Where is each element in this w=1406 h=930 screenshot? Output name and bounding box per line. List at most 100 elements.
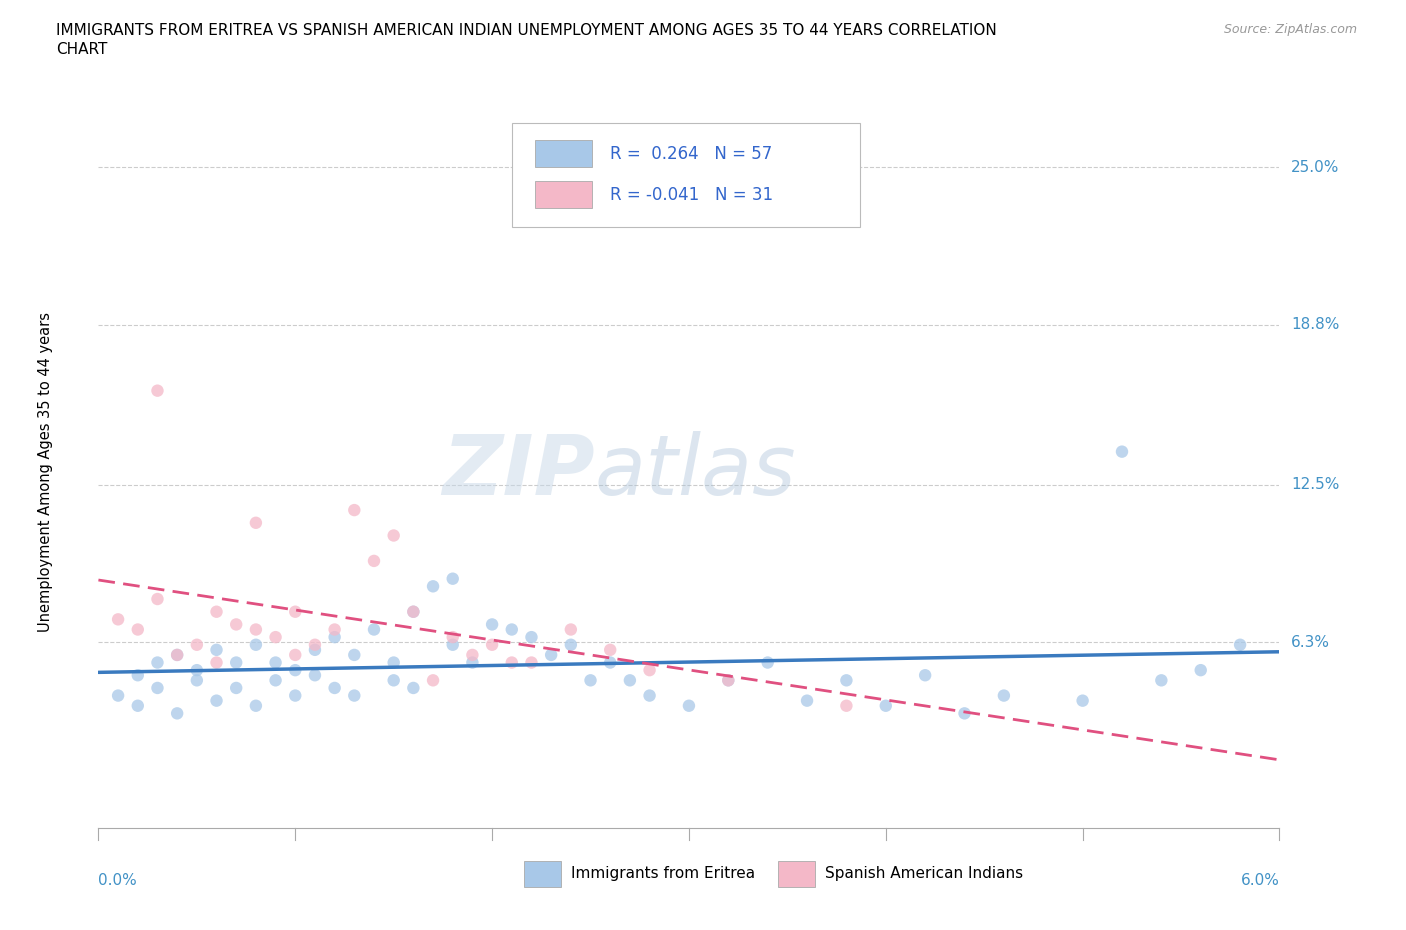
- Point: [166, 706, 188, 721]
- Point: [875, 698, 897, 713]
- Point: [363, 553, 385, 568]
- Point: [264, 655, 287, 670]
- Text: IMMIGRANTS FROM ERITREA VS SPANISH AMERICAN INDIAN UNEMPLOYMENT AMONG AGES 35 TO: IMMIGRANTS FROM ERITREA VS SPANISH AMERI…: [56, 23, 997, 38]
- Point: [441, 637, 464, 652]
- Point: [343, 502, 366, 517]
- Text: Immigrants from Eritrea: Immigrants from Eritrea: [571, 867, 755, 882]
- Point: [993, 688, 1015, 703]
- Point: [402, 604, 425, 619]
- Point: [146, 383, 169, 398]
- Point: [756, 655, 779, 670]
- Text: Unemployment Among Ages 35 to 44 years: Unemployment Among Ages 35 to 44 years: [38, 312, 53, 632]
- Point: [225, 681, 247, 696]
- Point: [127, 698, 149, 713]
- Text: Spanish American Indians: Spanish American Indians: [825, 867, 1024, 882]
- Text: 25.0%: 25.0%: [1291, 160, 1340, 175]
- Point: [560, 637, 582, 652]
- Point: [402, 604, 425, 619]
- Point: [501, 622, 523, 637]
- Point: [481, 637, 503, 652]
- Point: [1071, 693, 1094, 708]
- Point: [205, 655, 228, 670]
- Point: [146, 681, 169, 696]
- Point: [284, 647, 307, 662]
- Point: [382, 673, 405, 688]
- Point: [560, 622, 582, 637]
- Point: [540, 647, 562, 662]
- Point: [323, 630, 346, 644]
- Point: [205, 693, 228, 708]
- Point: [146, 655, 169, 670]
- Point: [205, 604, 228, 619]
- Point: [638, 663, 661, 678]
- Point: [245, 637, 267, 652]
- Text: atlas: atlas: [595, 432, 796, 512]
- Point: [323, 681, 346, 696]
- Point: [127, 622, 149, 637]
- Point: [1229, 637, 1251, 652]
- Point: [422, 673, 444, 688]
- Point: [382, 528, 405, 543]
- Point: [1111, 445, 1133, 459]
- Point: [796, 693, 818, 708]
- Point: [166, 647, 188, 662]
- Point: [225, 655, 247, 670]
- Point: [284, 663, 307, 678]
- Point: [343, 688, 366, 703]
- Point: [264, 673, 287, 688]
- FancyBboxPatch shape: [536, 181, 592, 208]
- Point: [304, 643, 326, 658]
- Text: 0.0%: 0.0%: [98, 873, 138, 888]
- Point: [422, 578, 444, 593]
- Text: 18.8%: 18.8%: [1291, 317, 1340, 332]
- Point: [599, 655, 621, 670]
- Point: [127, 668, 149, 683]
- Point: [107, 688, 129, 703]
- FancyBboxPatch shape: [778, 861, 815, 886]
- FancyBboxPatch shape: [523, 861, 561, 886]
- Point: [343, 647, 366, 662]
- Point: [304, 668, 326, 683]
- Point: [461, 655, 484, 670]
- Point: [304, 637, 326, 652]
- Point: [323, 622, 346, 637]
- Text: 6.3%: 6.3%: [1291, 634, 1330, 650]
- Point: [717, 673, 740, 688]
- Text: 6.0%: 6.0%: [1240, 873, 1279, 888]
- Point: [284, 604, 307, 619]
- Text: R = -0.041   N = 31: R = -0.041 N = 31: [610, 185, 773, 204]
- Point: [914, 668, 936, 683]
- Point: [382, 655, 405, 670]
- Point: [402, 681, 425, 696]
- Point: [1189, 663, 1212, 678]
- Point: [835, 673, 858, 688]
- Point: [835, 698, 858, 713]
- Point: [284, 688, 307, 703]
- Point: [245, 515, 267, 530]
- Point: [264, 630, 287, 644]
- Point: [638, 688, 661, 703]
- Point: [166, 647, 188, 662]
- Text: R =  0.264   N = 57: R = 0.264 N = 57: [610, 145, 772, 163]
- Point: [245, 622, 267, 637]
- Point: [717, 673, 740, 688]
- Point: [678, 698, 700, 713]
- Point: [107, 612, 129, 627]
- FancyBboxPatch shape: [512, 124, 860, 227]
- Point: [501, 655, 523, 670]
- Point: [441, 571, 464, 586]
- Point: [186, 673, 208, 688]
- Point: [225, 617, 247, 631]
- Point: [599, 643, 621, 658]
- Point: [520, 630, 543, 644]
- Point: [953, 706, 976, 721]
- Point: [205, 643, 228, 658]
- Point: [1150, 673, 1173, 688]
- Point: [186, 637, 208, 652]
- Point: [579, 673, 602, 688]
- Point: [481, 617, 503, 631]
- Point: [441, 630, 464, 644]
- Point: [186, 663, 208, 678]
- Point: [146, 591, 169, 606]
- Text: ZIP: ZIP: [441, 432, 595, 512]
